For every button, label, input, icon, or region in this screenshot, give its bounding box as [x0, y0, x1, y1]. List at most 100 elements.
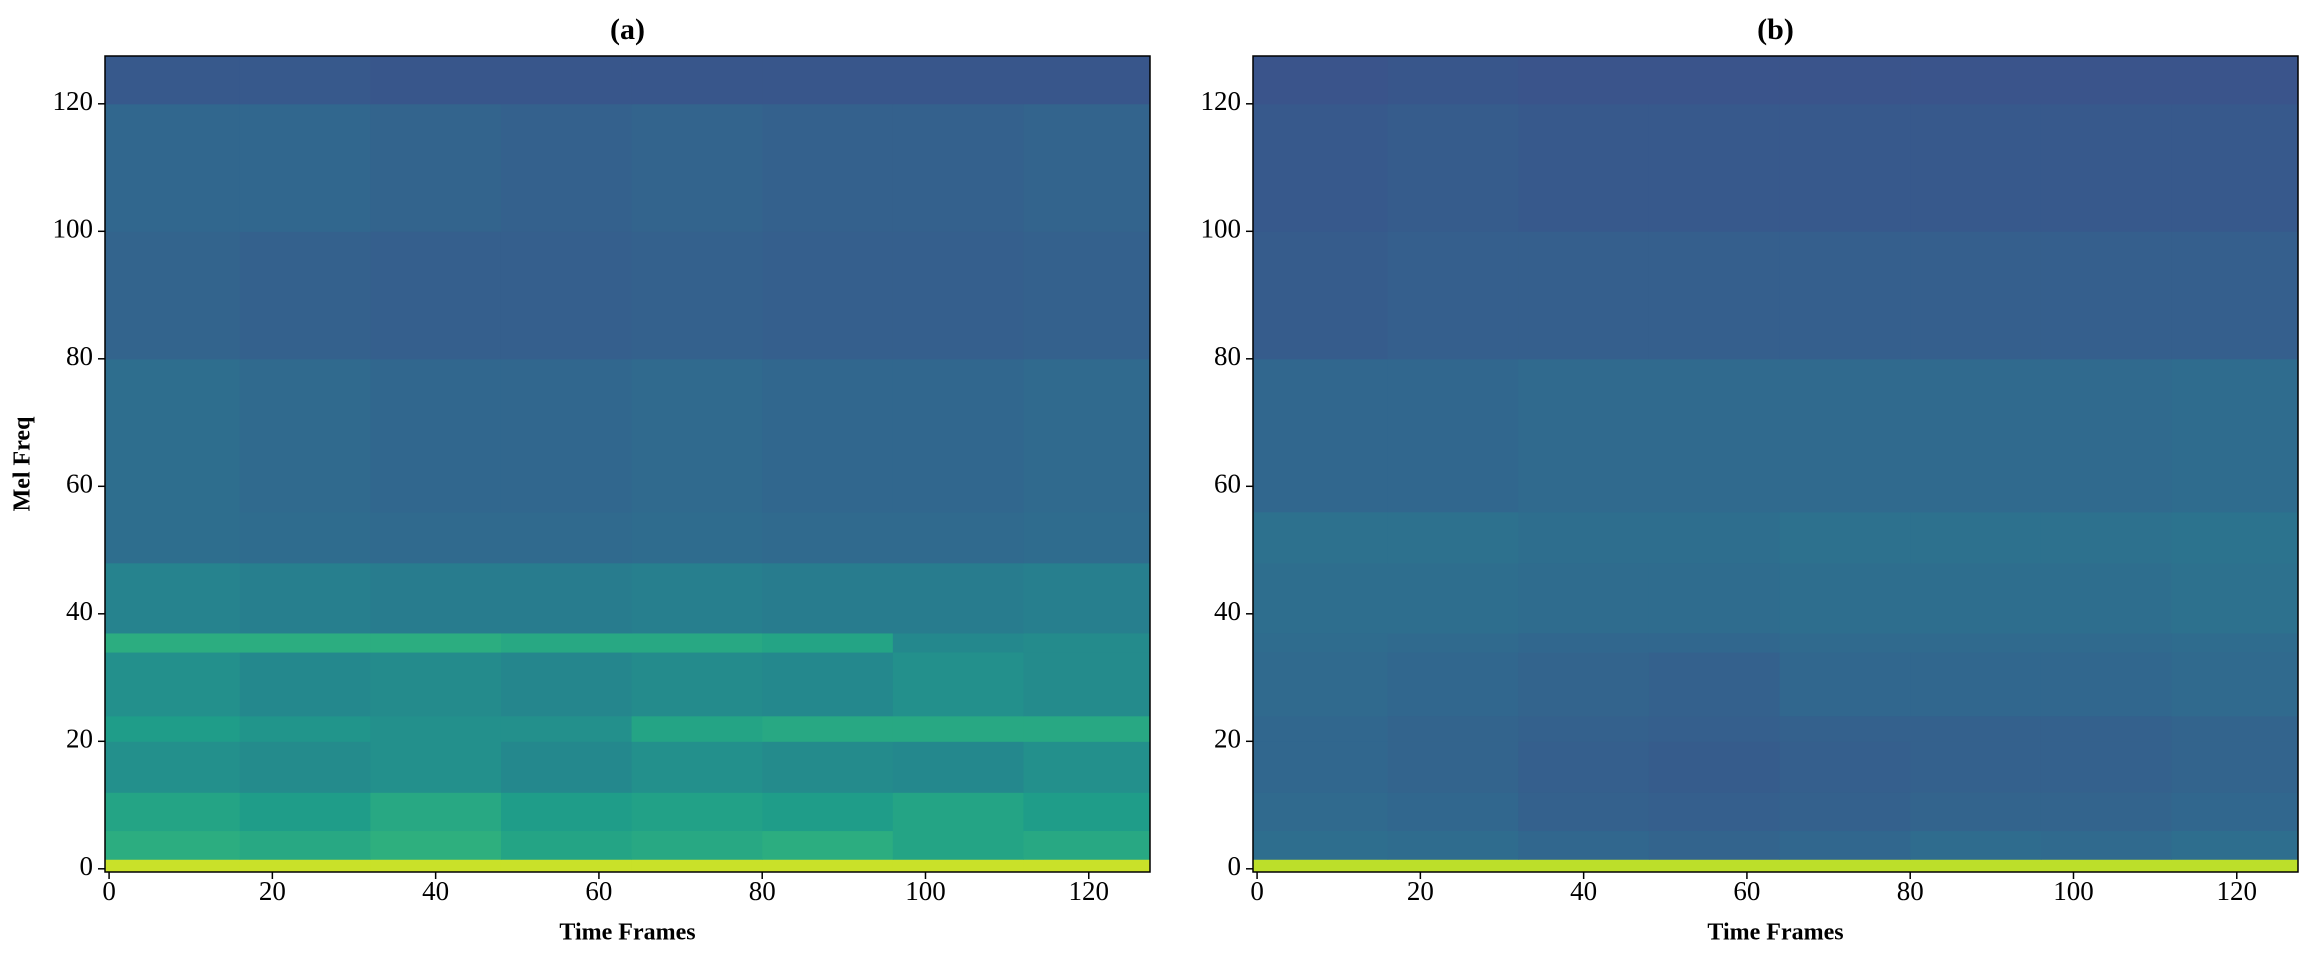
- heatmap-cell: [2040, 830, 2172, 860]
- heatmap-cell: [105, 830, 241, 860]
- heatmap-cell: [1253, 652, 1389, 717]
- heatmap-cell: [1779, 562, 1911, 634]
- heatmap-cell: [1023, 358, 1151, 513]
- heatmap-cell: [105, 859, 241, 873]
- heatmap-cell: [892, 859, 1024, 873]
- y-axis-label: Mel Freq: [10, 416, 36, 512]
- y-tick-label: 120: [53, 86, 94, 116]
- heatmap-cell: [1779, 859, 1911, 873]
- heatmap-cell: [1648, 741, 1781, 793]
- heatmap-cell: [370, 562, 502, 634]
- heatmap-cell: [1910, 859, 2042, 873]
- heatmap-cell: [1518, 859, 1650, 873]
- heatmap-cell: [1779, 830, 1911, 860]
- heatmap-cell: [239, 652, 371, 717]
- heatmap-cell: [1648, 231, 1781, 360]
- heatmap-cell: [1648, 511, 1781, 564]
- x-tick-label: 100: [905, 876, 946, 906]
- heatmap-cell: [1518, 511, 1650, 564]
- heatmap-cell: [1910, 652, 2042, 717]
- heatmap-cell: [1023, 715, 1151, 742]
- heatmap-cell: [2171, 511, 2299, 564]
- heatmap-cell: [1779, 231, 1911, 360]
- heatmap-cell: [1518, 792, 1650, 832]
- heatmap-cell: [2040, 741, 2172, 793]
- heatmap-cell: [2040, 792, 2172, 832]
- y-tick-label: 60: [66, 469, 93, 499]
- heatmap-cell: [1910, 103, 2042, 232]
- heatmap-cell: [1910, 562, 2042, 634]
- heatmap-cell: [370, 792, 502, 832]
- heatmap-cell: [1648, 859, 1781, 873]
- heatmap-cell: [762, 103, 894, 232]
- heatmap-cell: [762, 562, 894, 634]
- heatmap-cell: [1910, 56, 2042, 105]
- heatmap-cell: [1648, 792, 1781, 832]
- heatmap-cell: [892, 741, 1024, 793]
- heatmap-cell: [370, 56, 502, 105]
- heatmap-cell: [239, 231, 371, 360]
- heatmap-cell: [631, 511, 763, 564]
- heatmap-cell: [500, 652, 633, 717]
- x-tick-label: 20: [1407, 876, 1434, 906]
- heatmap-cell: [2171, 103, 2299, 232]
- x-tick-label: 60: [585, 876, 612, 906]
- heatmap-cell: [2171, 632, 2299, 653]
- heatmap-cell: [239, 562, 371, 634]
- heatmap-cell: [105, 231, 241, 360]
- y-tick-label: 80: [1214, 341, 1241, 371]
- heatmap-cell: [1910, 231, 2042, 360]
- heatmap-cell: [500, 859, 633, 873]
- chart-title: (b): [1757, 13, 1794, 46]
- heatmap-cell: [631, 632, 763, 653]
- y-tick-label: 100: [53, 214, 94, 244]
- heatmap-cell: [1518, 562, 1650, 634]
- x-tick-label: 60: [1733, 876, 1760, 906]
- heatmap-cell: [1518, 741, 1650, 793]
- heatmap-cell: [1648, 103, 1781, 232]
- heatmap-cell: [239, 632, 371, 653]
- heatmap-cell: [1518, 358, 1650, 513]
- heatmap-cell: [239, 358, 371, 513]
- heatmap-cell: [105, 511, 241, 564]
- heatmap-cell: [500, 741, 633, 793]
- heatmap-cell: [1779, 715, 1911, 742]
- heatmap-cell: [239, 56, 371, 105]
- heatmap-cell: [2040, 103, 2172, 232]
- heatmap-cell: [1648, 715, 1781, 742]
- heatmap-cell: [105, 715, 241, 742]
- heatmap-cell: [2040, 56, 2172, 105]
- y-tick-label: 0: [80, 851, 94, 881]
- heatmap-cell: [1023, 56, 1151, 105]
- x-tick-label: 100: [2053, 876, 2094, 906]
- heatmap-cell: [1387, 715, 1519, 742]
- heatmap-cell: [1518, 231, 1650, 360]
- heatmap-cell: [892, 358, 1024, 513]
- heatmap-cell: [1518, 56, 1650, 105]
- x-tick-label: 40: [1570, 876, 1597, 906]
- heatmap-cell: [892, 56, 1024, 105]
- heatmap-cell: [1023, 792, 1151, 832]
- heatmap-cell: [370, 652, 502, 717]
- heatmap-cell: [105, 632, 241, 653]
- heatmap-cell: [370, 859, 502, 873]
- heatmap-cell: [105, 562, 241, 634]
- heatmap-cell: [631, 103, 763, 232]
- heatmap-cell: [1387, 231, 1519, 360]
- heatmap-cell: [1387, 741, 1519, 793]
- heatmap-cell: [1518, 830, 1650, 860]
- heatmap-cell: [1023, 632, 1151, 653]
- heatmap-cell: [1387, 632, 1519, 653]
- heatmap-cell: [1387, 792, 1519, 832]
- x-tick-label: 0: [1250, 876, 1264, 906]
- y-tick-label: 20: [66, 724, 93, 754]
- heatmap-cell: [1387, 511, 1519, 564]
- heatmap-cell: [1253, 562, 1389, 634]
- heatmap-cell: [1779, 632, 1911, 653]
- axes-frame: [1252, 55, 2299, 873]
- heatmap-cell: [892, 632, 1024, 653]
- heatmap-cell: [500, 562, 633, 634]
- heatmap-cell: [2040, 859, 2172, 873]
